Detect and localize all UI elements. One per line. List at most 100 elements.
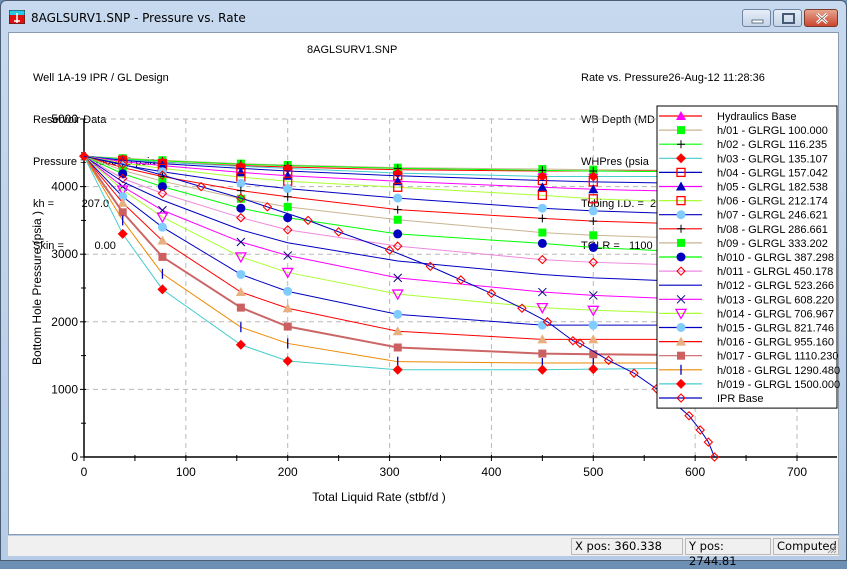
- plus-marker: [538, 214, 547, 223]
- legend-label: h/017 - GLRGL 1110.230: [717, 351, 839, 363]
- legend-item: h/03 - GLRGL 135.107: [659, 153, 828, 165]
- legend-item: h/012 - GLRGL 523.266: [659, 280, 834, 292]
- info-line: Skin = 0.00: [33, 240, 116, 252]
- x-tick-label: 400: [481, 465, 501, 479]
- legend-label: h/01 - GLRGL 100.000: [717, 125, 828, 137]
- circle-marker: [393, 309, 403, 319]
- curve-line: [83, 155, 667, 314]
- square-marker: [589, 350, 598, 359]
- plus-marker: [589, 217, 598, 226]
- curve-series: [83, 155, 667, 359]
- triangle-down-marker: [674, 308, 688, 320]
- square-marker: [158, 252, 167, 261]
- plus-marker: [677, 140, 685, 149]
- x-tick-label: 200: [278, 465, 298, 479]
- triangle-marker: [676, 111, 686, 120]
- info-line: Rate vs. Pressure26-Aug-12 11:28:36: [581, 72, 765, 84]
- legend-item: h/016 - GLRGL 955.160: [659, 336, 834, 349]
- legend-label: h/05 - GLRGL 182.538: [717, 182, 828, 194]
- chart-panel: Well 1A-19 IPR / GL Design Reservoir Dat…: [8, 32, 840, 536]
- y-tick-label: 1000: [51, 382, 78, 396]
- status-bar: X pos: 360.338 Y pos: 2744.81 Computed: [8, 536, 839, 568]
- legend-item: Hydraulics Base: [659, 111, 796, 123]
- plus-marker: [677, 224, 685, 233]
- triangle-marker: [676, 336, 686, 346]
- legend-item: h/09 - GLRGL 333.202: [659, 238, 828, 250]
- x-marker: [393, 273, 403, 283]
- diamond-open-marker: [157, 188, 168, 199]
- app-icon: [9, 10, 25, 24]
- curve-line: [83, 155, 667, 214]
- resize-grip-icon[interactable]: [825, 542, 837, 554]
- legend-label: h/014 - GLRGL 706.967: [717, 308, 834, 320]
- square-open-marker: [588, 194, 598, 204]
- legend-label: h/018 - GLRGL 1290.480: [717, 365, 840, 377]
- legend-label: Hydraulics Base: [717, 111, 796, 123]
- legend-item: h/014 - GLRGL 706.967: [659, 308, 834, 320]
- x-marker: [676, 294, 686, 304]
- diamond-open-marker: [79, 151, 89, 161]
- circle-marker: [676, 210, 686, 220]
- diamond-open-marker: [303, 215, 313, 226]
- triangle-marker: [157, 235, 168, 245]
- triangle-marker: [117, 197, 128, 207]
- circle-marker: [393, 193, 403, 203]
- title-bar[interactable]: 8AGLSURV1.SNP - Pressure vs. Rate: [1, 1, 846, 31]
- legend: Hydraulics Base h/01 - GLRGL 100.000 h/02 …: [656, 105, 840, 409]
- diamond-open-marker: [486, 288, 497, 299]
- diamond-open-marker: [575, 338, 585, 349]
- y-tick-label: 4000: [51, 180, 78, 194]
- pressure-rate-chart[interactable]: 0 1000 2000 3000 4000 5000 0 100 200 300 400 500 600…: [9, 33, 840, 536]
- x-tick-label: 0: [81, 465, 88, 479]
- info-line: kh = 207.0: [33, 198, 110, 210]
- square-open-marker: [676, 195, 686, 206]
- status-state: Computed: [773, 538, 839, 555]
- diamond-open-marker: [709, 452, 720, 462]
- maximize-button[interactable]: [773, 9, 802, 27]
- diamond-open-marker: [236, 212, 246, 223]
- legend-label: h/03 - GLRGL 135.107: [717, 153, 828, 165]
- legend-label: h/019 - GLRGL 1500.000: [717, 379, 840, 391]
- circle-marker: [283, 184, 293, 194]
- curve-series: [83, 155, 667, 375]
- curve-series: [83, 155, 667, 317]
- curve-series: [83, 155, 667, 252]
- axes: 0 1000 2000 3000 4000 5000 0 100 200 300 400 500 600…: [30, 112, 837, 504]
- square-marker: [158, 177, 167, 186]
- diamond-marker: [79, 151, 89, 162]
- curve-series: [83, 155, 667, 268]
- square-marker: [236, 303, 245, 312]
- info-line: Reservoir Data: [33, 114, 107, 126]
- close-icon: [815, 12, 829, 25]
- x-pos-readout: X pos: 360.338: [571, 538, 683, 555]
- circle-marker: [676, 323, 686, 332]
- x-tick-label: 300: [380, 465, 400, 479]
- square-open-marker: [537, 190, 548, 201]
- diamond-open-marker: [262, 202, 273, 212]
- minimize-button[interactable]: [742, 9, 771, 27]
- diamond-open-marker: [456, 275, 466, 285]
- curve-line: [83, 155, 667, 364]
- curve-series: [83, 155, 667, 226]
- triangle-down-marker: [234, 252, 247, 264]
- y-axis-label: Bottom Hole Pressure (psia ): [30, 211, 44, 365]
- y-tick-label: 3000: [51, 247, 78, 261]
- curves: [79, 151, 667, 375]
- legend-item: h/015 - GLRGL 821.746: [659, 323, 834, 335]
- legend-label: h/08 - GLRGL 286.661: [717, 224, 828, 236]
- triangle-marker: [588, 334, 599, 344]
- triangle-down-marker: [391, 289, 404, 301]
- legend-item: h/08 - GLRGL 286.661: [659, 224, 828, 236]
- diamond-open-marker: [568, 335, 578, 346]
- plus-marker: [393, 205, 402, 214]
- curve-line: [83, 155, 667, 203]
- square-marker: [283, 202, 292, 211]
- legend-label: h/04 - GLRGL 157.042: [717, 167, 828, 179]
- circle-marker: [588, 206, 598, 216]
- curve-line: [83, 155, 667, 266]
- legend-item: h/013 - GLRGL 608.220: [659, 294, 834, 306]
- legend-label: h/06 - GLRGL 212.174: [717, 196, 828, 208]
- diamond-marker: [588, 171, 599, 182]
- legend-label: h/011 - GLRGL 450.178: [717, 266, 833, 278]
- close-button[interactable]: [804, 9, 838, 27]
